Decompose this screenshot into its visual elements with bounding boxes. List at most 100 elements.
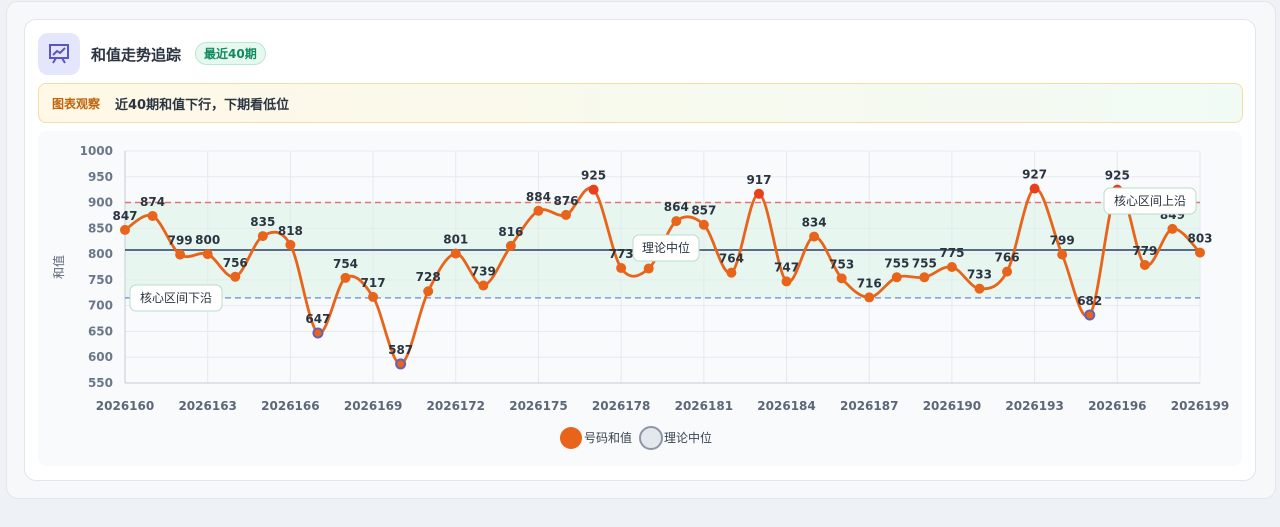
x-tick-label: 2026166: [261, 399, 319, 413]
x-tick-label: 2026175: [509, 399, 567, 413]
data-label: 876: [553, 194, 578, 208]
point: [340, 272, 351, 283]
point: [726, 267, 737, 278]
x-tick-label: 2026193: [1005, 399, 1063, 413]
point: [753, 188, 764, 199]
point: [202, 249, 213, 260]
point: [1195, 247, 1205, 258]
x-tick-label: 2026196: [1088, 399, 1146, 413]
y-tick-label: 850: [88, 221, 113, 235]
data-label: 739: [471, 265, 496, 279]
x-tick-label: 2026172: [427, 399, 485, 413]
point: [781, 276, 792, 287]
data-label: 764: [719, 252, 744, 266]
point: [1057, 249, 1068, 260]
point: [891, 272, 902, 283]
annotation: 核心区间上沿: [1114, 194, 1186, 208]
data-label: 733: [967, 268, 992, 282]
data-label: 801: [443, 233, 468, 247]
data-label: 925: [581, 169, 606, 183]
point: [809, 231, 820, 242]
x-tick-label: 2026160: [96, 399, 154, 413]
legend-label: 理论中位: [664, 430, 712, 445]
x-tick-label: 2026169: [344, 399, 402, 413]
data-label: 799: [1050, 234, 1075, 248]
data-label: 754: [333, 257, 358, 271]
data-label: 864: [664, 200, 689, 214]
y-tick-label: 550: [88, 376, 113, 390]
data-label: 847: [112, 209, 137, 223]
icon: [38, 33, 80, 75]
data-label: 927: [1022, 168, 1047, 182]
data-label: 766: [995, 251, 1020, 265]
y-tick-label: 1000: [80, 144, 113, 158]
point: [257, 231, 268, 242]
annotation-box: [632, 234, 700, 262]
y-tick-label: 950: [88, 170, 113, 184]
point: [395, 358, 407, 370]
point: [698, 219, 709, 230]
legend-swatch: [560, 427, 582, 449]
x-tick-label: 2026163: [178, 399, 236, 413]
point: [561, 209, 572, 220]
data-label: 799: [168, 234, 193, 248]
point: [1002, 266, 1013, 277]
data-label: 816: [498, 225, 523, 239]
data-label: 779: [1132, 244, 1157, 258]
point: [1029, 183, 1040, 194]
data-label: 857: [691, 204, 716, 218]
point: [175, 249, 186, 260]
point: [864, 292, 875, 303]
obs-label: 图表观察: [52, 97, 101, 111]
point: [478, 280, 489, 291]
annotation-box: [1103, 187, 1197, 215]
point: [974, 283, 985, 294]
data-label: 835: [250, 215, 275, 229]
point: [120, 224, 130, 235]
observation: 图表观察 近40期和值下行，下期看低位: [38, 83, 1243, 123]
data-label: 716: [857, 276, 882, 290]
point: [368, 291, 379, 302]
y-tick-label: 650: [88, 324, 113, 338]
point: [671, 216, 682, 227]
obs-text: 近40期和值下行，下期看低位: [115, 98, 290, 113]
point: [1084, 309, 1096, 321]
point: [230, 271, 241, 282]
x-tick-label: 2026184: [757, 399, 815, 413]
annotation-box: [129, 284, 223, 312]
data-label: 755: [912, 256, 937, 270]
data-label: 834: [802, 216, 827, 230]
point: [533, 205, 544, 216]
point: [312, 327, 324, 339]
y-tick-label: 600: [88, 350, 113, 364]
point: [1167, 223, 1178, 234]
point: [836, 273, 847, 284]
legend-label: 号码和值: [584, 430, 632, 445]
data-label: 747: [774, 260, 799, 274]
data-label: 717: [361, 276, 386, 290]
data-label: 775: [939, 246, 964, 260]
data-label: 884: [526, 190, 551, 204]
x-tick-label: 2026199: [1171, 399, 1229, 413]
x-tick-label: 2026187: [840, 399, 898, 413]
x-tick-label: 2026181: [675, 399, 733, 413]
data-label: 874: [140, 195, 165, 209]
point: [919, 272, 930, 283]
y-tick-label: 800: [88, 247, 113, 261]
data-label: 587: [388, 343, 413, 357]
point: [147, 210, 158, 221]
annotation: 理论中位: [642, 240, 690, 255]
data-label: 682: [1077, 294, 1102, 308]
badge: 最近40期: [195, 42, 266, 65]
point: [588, 184, 599, 195]
data-label: 818: [278, 224, 303, 238]
legend-swatch: [639, 426, 663, 450]
data-label: 803: [1187, 232, 1212, 246]
data-label: 925: [1105, 169, 1130, 183]
point: [450, 248, 461, 259]
y-tick-label: 750: [88, 273, 113, 287]
x-tick-label: 2026178: [592, 399, 650, 413]
x-tick-label: 2026190: [923, 399, 981, 413]
